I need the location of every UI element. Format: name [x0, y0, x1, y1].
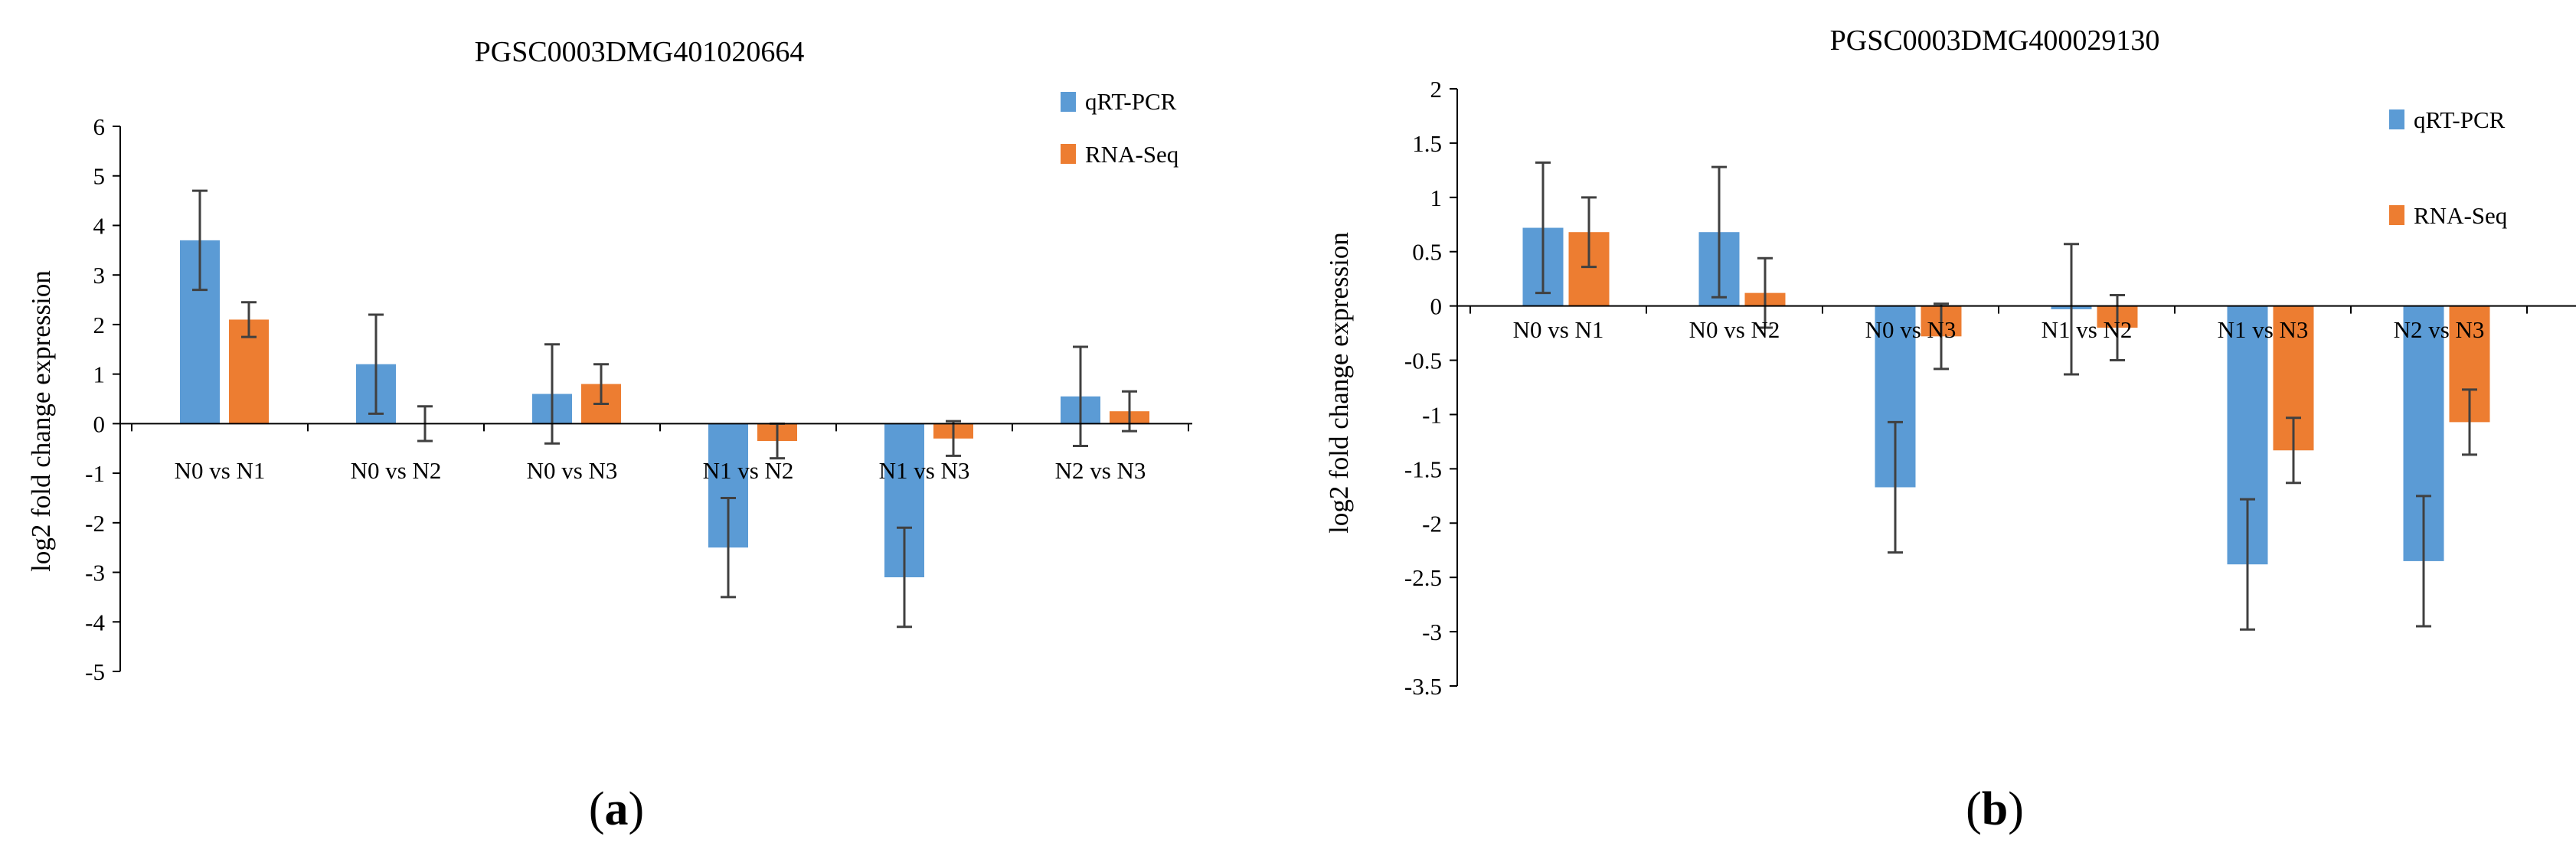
chart-a-category-labels: N0 vs N1 N0 vs N2 N0 vs N3 N1 vs N2 N1 vs N3…: [175, 457, 1146, 484]
error-bar-qrt-pcr-n0-vs-n3: [1888, 420, 1903, 554]
y-tick-label: 0: [1430, 293, 1443, 320]
legend-swatch-qrt-pcr: [1061, 92, 1076, 112]
panel-label-b: (b): [1966, 783, 2024, 835]
category-label-n2-vs-n3: N2 vs N3: [1055, 457, 1146, 484]
y-tick-label: -2: [1422, 510, 1442, 537]
error-bar-rna-seq-n2-vs-n3: [2462, 388, 2477, 456]
error-bar-qrt-pcr-n2-vs-n3: [1073, 345, 1088, 447]
error-bar-qrt-pcr-n0-vs-n2: [1711, 165, 1727, 299]
legend-swatch-rna-seq: [1061, 144, 1076, 164]
panel-a-close: ): [629, 783, 645, 835]
error-bar-rna-seq-n0-vs-n2: [1757, 256, 1773, 329]
error-bar-rna-seq-n0-vs-n1: [1581, 196, 1597, 269]
error-bar-qrt-pcr-n1-vs-n2: [721, 496, 736, 599]
chart-a: PGSC0003DMG401020664 log2 fold change ex…: [26, 36, 1192, 685]
chart-b-category-labels: N0 vs N1 N0 vs N2 N0 vs N3 N1 vs N2 N1 vs N3…: [1513, 316, 2485, 343]
chart-a-error-bars: [120, 189, 1192, 629]
chart-a-bars: [180, 240, 1149, 578]
panel-a-open: (: [589, 783, 605, 835]
y-tick-label: 0: [93, 410, 106, 437]
category-label-n0-vs-n1: N0 vs N1: [1513, 316, 1604, 343]
y-tick-label: -4: [85, 609, 105, 635]
y-tick-label: -0.5: [1404, 348, 1442, 374]
error-bar-qrt-pcr-n0-vs-n1: [1535, 161, 1551, 295]
panel-label-a: (a): [589, 783, 644, 835]
error-bar-qrt-pcr-n0-vs-n2: [368, 313, 384, 415]
panel-b-letter: b: [1982, 783, 2008, 835]
y-tick-label: 1: [1430, 185, 1443, 211]
y-tick-label: 6: [93, 113, 106, 140]
error-bar-rna-seq-n1-vs-n3: [2286, 416, 2301, 485]
error-bar-qrt-pcr-n1-vs-n2: [2064, 243, 2079, 376]
y-tick-label: -3: [1422, 619, 1442, 645]
chart-b-error-bars: [1457, 161, 2576, 631]
error-bar-rna-seq-n0-vs-n3: [1934, 302, 1949, 371]
chart-b-legend: qRT-PCR RNA-Seq: [2389, 106, 2507, 229]
chart-a-ylabel: log2 fold change expression: [26, 270, 56, 572]
y-tick-label: -1: [1422, 401, 1442, 428]
y-tick-label: -5: [85, 658, 105, 685]
chart-b: PGSC0003DMG400029130 log2 fold change ex…: [1324, 24, 2576, 700]
chart-b-ylabel: log2 fold change expression: [1324, 232, 1354, 534]
chart-a-title: PGSC0003DMG401020664: [475, 36, 805, 68]
y-tick-label: 1: [93, 361, 106, 388]
y-tick-label: 0.5: [1412, 239, 1442, 266]
y-tick-label: 2: [1430, 76, 1443, 103]
legend-label-qrt-pcr: qRT-PCR: [1085, 88, 1177, 115]
error-bar-qrt-pcr-n0-vs-n3: [544, 343, 560, 445]
error-bar-rna-seq-n0-vs-n3: [593, 363, 609, 405]
y-tick-label: -2: [85, 510, 105, 537]
y-tick-label: 5: [93, 163, 106, 190]
y-tick-label: 4: [93, 212, 106, 239]
y-tick-label: -1.5: [1404, 456, 1442, 482]
y-tick-label: -3: [85, 560, 105, 586]
error-bar-rna-seq-n2-vs-n3: [1122, 390, 1137, 433]
category-label-n1-vs-n2: N1 vs N2: [2042, 316, 2133, 343]
error-bar-qrt-pcr-n1-vs-n3: [2240, 498, 2255, 631]
y-tick-label: 2: [93, 312, 106, 338]
category-label-n0-vs-n3: N0 vs N3: [527, 457, 618, 484]
error-bar-qrt-pcr-n1-vs-n3: [897, 526, 912, 629]
category-label-n0-vs-n1: N0 vs N1: [175, 457, 266, 484]
y-tick-label: -1: [85, 460, 105, 487]
error-bar-qrt-pcr-n0-vs-n1: [192, 189, 208, 292]
panel-b-close: ): [2008, 783, 2024, 835]
category-label-n0-vs-n2: N0 vs N2: [351, 457, 442, 484]
category-label-n2-vs-n3: N2 vs N3: [2394, 316, 2485, 343]
y-tick-label: -2.5: [1404, 564, 1442, 591]
legend-swatch-qrt-pcr: [2389, 109, 2404, 129]
y-tick-label: 1.5: [1412, 130, 1442, 157]
chart-b-ticks: 2 1.5 1 0.5 0 -0.5 -1 -1.5 -2 -2.5 -3 -3.5: [1404, 76, 1457, 700]
category-label-n1-vs-n3: N1 vs N3: [2218, 316, 2309, 343]
legend-swatch-rna-seq: [2389, 205, 2404, 225]
category-label-n0-vs-n2: N0 vs N2: [1689, 316, 1780, 343]
category-label-n0-vs-n3: N0 vs N3: [1865, 316, 1957, 343]
panel-a-letter: a: [605, 783, 629, 835]
error-bar-rna-seq-n1-vs-n3: [946, 420, 961, 457]
legend-label-rna-seq: RNA-Seq: [2414, 202, 2507, 229]
chart-b-title: PGSC0003DMG400029130: [1830, 24, 2160, 57]
y-tick-label: -3.5: [1404, 673, 1442, 700]
category-label-n1-vs-n2: N1 vs N2: [703, 457, 794, 484]
chart-a-legend: qRT-PCR RNA-Seq: [1061, 88, 1178, 168]
error-bar-qrt-pcr-n2-vs-n3: [2416, 495, 2431, 628]
error-bar-rna-seq-n0-vs-n1: [241, 301, 257, 338]
chart-b-bars: [1522, 227, 2490, 565]
panel-b-open: (: [1966, 783, 1982, 835]
chart-a-ticks: 6 5 4 3 2 1 0 -1 -2 -3 -4 -5: [85, 113, 120, 685]
legend-label-rna-seq: RNA-Seq: [1085, 141, 1178, 168]
category-label-n1-vs-n3: N1 vs N3: [879, 457, 970, 484]
y-tick-label: 3: [93, 262, 106, 289]
legend-label-qrt-pcr: qRT-PCR: [2414, 106, 2506, 133]
